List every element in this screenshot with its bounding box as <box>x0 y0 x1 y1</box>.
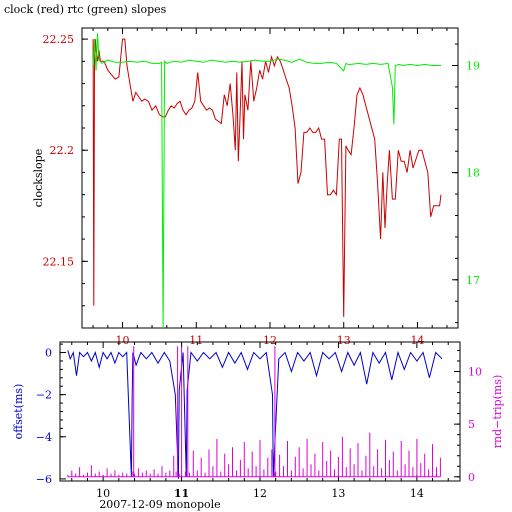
series-line-clock-red- <box>92 38 442 317</box>
y-right-tick-label-0: 18 <box>466 167 480 180</box>
y-axis-label: clockslope <box>32 149 45 207</box>
y-left-tick-label-1: 0 <box>45 347 52 360</box>
y-left-tick-label-0: 22.2 <box>50 144 75 157</box>
y-right-tick-label-1: 5 <box>468 418 475 431</box>
y-left-tick-label-1: −2 <box>36 389 52 402</box>
y-left-tick-label-0: 22.15 <box>43 255 75 268</box>
y-right-tick-label-1: 10 <box>468 365 482 378</box>
x-tick-label-0: 10 <box>116 334 130 347</box>
x-tick-label-0: 12 <box>263 334 277 347</box>
x-axis-label: 2007-12-09 monopole <box>99 498 220 511</box>
offset-axis-label: offset(ms) <box>12 384 25 440</box>
y-right-tick-label-1: 0 <box>468 471 475 484</box>
x-tick-label-0: 11 <box>189 334 203 347</box>
rndtrip-axis-label: rnd−trip(ms) <box>491 375 504 449</box>
x-tick-label-0: 14 <box>410 334 424 347</box>
chart-title: clock (red) rtc (green) slopes <box>4 3 167 16</box>
x-tick-label-0: 13 <box>337 334 351 347</box>
x-tick-label-1: 10 <box>96 487 110 500</box>
series-line-rtc-green- <box>92 33 441 329</box>
series-line-offset <box>67 350 443 479</box>
x-tick-label-1: 11 <box>174 487 189 500</box>
plot-frame-0 <box>81 27 459 329</box>
y-right-tick-label-0: 19 <box>466 60 480 73</box>
x-tick-label-1: 12 <box>253 487 267 500</box>
y-left-tick-label-1: −4 <box>36 431 52 444</box>
y-left-tick-label-0: 22.25 <box>43 33 75 46</box>
x-tick-label-1: 14 <box>410 487 424 500</box>
x-tick-label-1: 13 <box>331 487 345 500</box>
y-right-tick-label-0: 17 <box>466 274 480 287</box>
series-line-rnd-trip <box>67 346 441 478</box>
y-left-tick-label-1: −6 <box>36 473 52 486</box>
